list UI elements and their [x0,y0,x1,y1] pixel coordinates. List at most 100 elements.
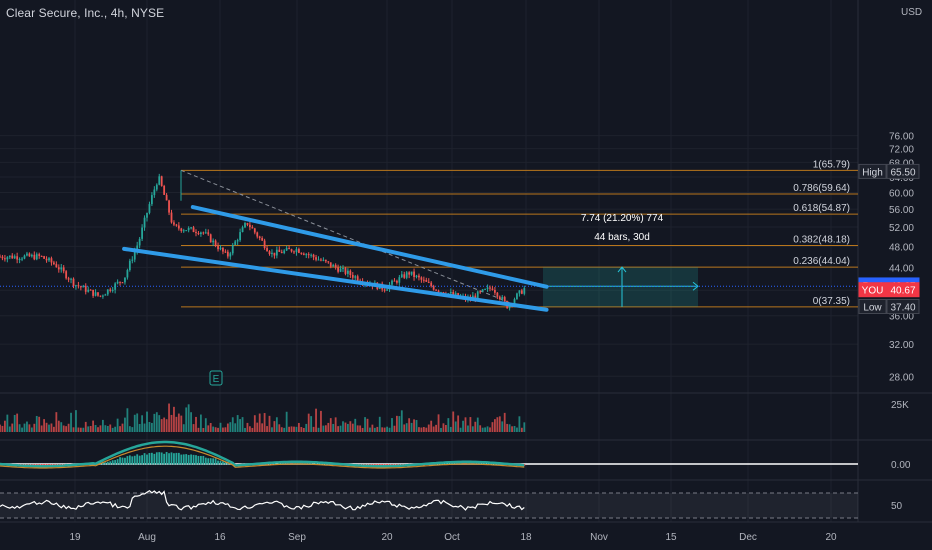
macd-histogram-bar [158,452,161,465]
rsi-pane: 50 [0,489,903,519]
candle-body [449,291,452,294]
fib-level-label: 0.236(44.04) [793,256,850,267]
volume-bar [400,410,403,432]
candle-body [344,268,347,274]
macd-histogram-bar [298,462,300,465]
candle-body [13,256,16,259]
candle-body [258,236,261,239]
volume-bar [383,427,386,432]
candle-body [476,291,479,299]
volume-bar [136,413,139,432]
candle-body [43,256,45,259]
volume-bar [6,414,9,432]
volume-bar [0,424,1,432]
fib-level-label: 0(37.35) [813,296,850,307]
volume-bar [1,425,4,432]
candle-body [173,222,175,225]
candle-body [53,262,55,265]
volume-bar [273,421,276,432]
volume-bar [121,423,124,432]
macd-histogram-bar [305,462,308,465]
rsi-line [0,489,525,511]
volume-bar [21,427,23,432]
candle-body [163,185,166,195]
candle-body [217,245,219,250]
volume-bar [388,427,391,432]
candle-body [288,247,290,250]
macd-histogram-bar [173,453,175,465]
volume-bar [481,427,484,432]
candle-body [496,292,499,297]
volume-bar [50,423,53,432]
candle-body [4,258,6,260]
candle-body [190,227,192,229]
volume-bar [212,426,215,432]
candle-body [111,289,114,291]
badge-value: 40.67 [890,286,915,297]
earnings-marker[interactable]: E [209,370,223,386]
candle-body [310,254,313,256]
macd-histogram-bar [369,464,371,465]
macd-histogram-bar [386,464,388,466]
volume-bar [92,420,94,432]
measure-arrow-up [617,266,627,273]
candle-body [481,289,484,292]
candle-body [175,224,178,226]
volume-bar [408,418,411,432]
candle-body [55,264,58,268]
volume-bar [163,417,166,432]
volume-axis-label: 25K [891,400,909,411]
volume-bar [177,413,180,432]
candle-body [182,230,185,232]
volume-bar [131,427,134,432]
candle-body [356,276,359,281]
volume-bar [133,414,136,432]
symbol-title[interactable]: Clear Secure, Inc., 4h, NYSE [6,6,165,20]
badge-value: 65.50 [890,167,915,178]
candle-body [256,232,259,237]
macd-histogram-bar [121,457,124,465]
candle-body [413,271,415,278]
price-tick-label: 56.00 [889,205,914,216]
macd-histogram-bar [53,464,55,466]
volume-bar [364,417,366,432]
candle-body [187,227,190,231]
volume-bar [396,415,398,432]
volume-bar [70,412,72,432]
volume-bar [413,419,415,432]
candle-body [119,281,121,283]
volume-bar [327,422,330,432]
volume-bar [283,427,286,432]
time-axis[interactable]: 19 Aug 16 Sep 20 Oct 18 Nov 15 Dec 20 [69,532,837,543]
macd-histogram-bar [48,464,50,465]
volume-bar [84,421,87,432]
candle-body [513,299,516,304]
volume-bar [43,419,45,432]
candle-body [494,290,496,293]
candle-body [109,289,112,291]
time-tick-label: Dec [739,532,757,543]
volume-bar [60,422,63,432]
macd-histogram-bar [177,452,180,465]
volume-bar [440,427,442,432]
volume-bar [369,427,371,432]
macd-signal-line [0,445,525,469]
macd-histogram-bar [452,462,455,465]
macd-histogram-bar [153,453,156,465]
volume-bar [464,417,467,432]
macd-histogram-bar [141,455,143,465]
volume-bar [376,426,379,432]
candle-body [418,275,420,278]
badge-label: Low [863,303,882,314]
volume-bar [57,420,60,432]
macd-histogram-bar [283,462,286,465]
volume-bar [373,427,376,432]
macd-histogram-bar [182,454,185,465]
volume-bar [16,413,19,432]
volume-bar [182,424,185,432]
volume-bar [48,424,50,432]
candle-body [236,240,239,242]
volume-bar [410,422,413,432]
candle-body [349,270,352,276]
